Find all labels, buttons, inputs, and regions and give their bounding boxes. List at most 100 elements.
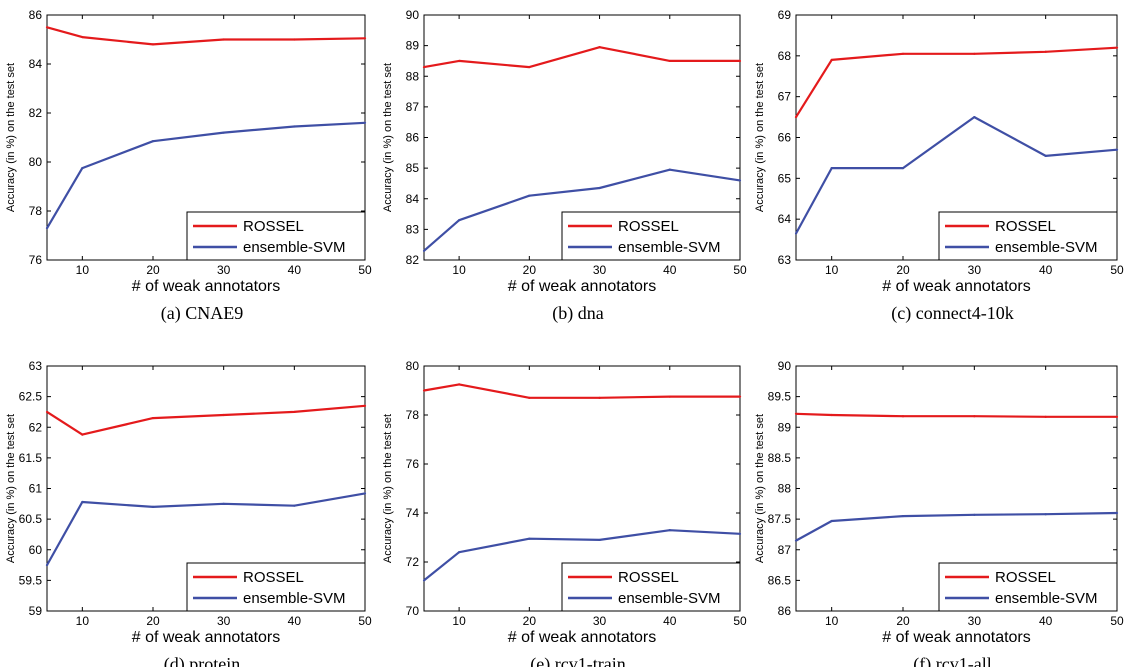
rossel-point [293, 410, 296, 414]
legend-label: ROSSEL [243, 218, 304, 235]
rossel-point [830, 413, 833, 417]
y-tick-label: 68 [778, 49, 792, 63]
y-axis-label: Accuracy (in %) on the test set [754, 414, 766, 563]
x-tick-label: 30 [968, 614, 982, 628]
ensemble-svm-point [528, 194, 531, 197]
legend-box [938, 211, 1118, 261]
chart-panel-5: 86 86.5 87 87.5 88 88.5 89 89.5 90 10 20 30 40 50 # of… [754, 359, 1124, 667]
ensemble-svm-point [293, 125, 296, 128]
y-tick-label: 89 [778, 420, 792, 434]
ensemble-svm-point [458, 219, 461, 222]
rossel-point [363, 404, 367, 407]
subfigure-caption: (f) rcv1-all [913, 654, 991, 667]
y-tick-label: 89 [406, 39, 420, 53]
y-axis-label: Accuracy (in %) on the test set [5, 414, 17, 563]
rossel-point [598, 396, 601, 399]
y-tick-label: 86 [406, 131, 420, 145]
rossel-point [45, 26, 49, 29]
x-axis-label: # of weak annotators [132, 629, 281, 646]
ensemble-svm-point [901, 167, 905, 170]
rossel-series-line [423, 46, 740, 69]
ensemble-svm-point [81, 500, 84, 504]
y-tick-label: 86.5 [768, 573, 792, 587]
y-tick-label: 83 [406, 222, 420, 236]
rossel-point [1115, 415, 1119, 418]
rossel-point [668, 395, 671, 398]
x-tick-label: 50 [1110, 614, 1124, 628]
ensemble-svm-point [293, 504, 296, 507]
x-tick-label: 40 [288, 614, 302, 628]
y-tick-label: 88 [406, 69, 420, 83]
ensemble-svm-point [222, 502, 225, 505]
rossel-point [81, 35, 84, 39]
y-tick-label: 59.5 [19, 573, 43, 587]
x-tick-label: 10 [452, 263, 466, 277]
legend-box [561, 562, 741, 612]
legend-label: ROSSEL [618, 569, 679, 586]
legend-label: ensemble-SVM [995, 239, 1098, 256]
ensemble-svm-point [81, 167, 84, 170]
legend-label: ensemble-SVM [618, 590, 721, 607]
y-tick-label: 90 [778, 359, 792, 373]
legend-box [561, 211, 741, 261]
x-tick-label: 40 [1039, 263, 1053, 277]
y-tick-label: 66 [778, 131, 792, 145]
rossel-point [458, 59, 461, 63]
x-tick-label: 20 [523, 263, 537, 277]
rossel-point [422, 389, 426, 392]
chart-panel-2: 63 64 65 66 67 68 69 10 20 30 40 50 # of weak annota… [754, 8, 1124, 324]
subfigure-caption: (c) connect4-10k [891, 303, 1013, 324]
x-tick-label: 30 [593, 614, 607, 628]
y-tick-label: 76 [29, 253, 43, 267]
ensemble-svm-point [973, 513, 976, 516]
ensemble-svm-point [1044, 513, 1047, 516]
chart-panel-4: 70 72 74 76 78 80 10 20 30 40 50 # of weak annotato… [382, 359, 747, 667]
ensemble-svm-point [598, 186, 601, 190]
legend-label: ensemble-SVM [995, 590, 1098, 607]
ensemble-svm-point [151, 140, 155, 143]
chart-panel-1: 82 83 84 85 86 87 88 89 90 10 20 30 40 50 # of weak an… [382, 8, 747, 324]
legend-label: ROSSEL [995, 218, 1056, 235]
rossel-series-line [46, 26, 366, 46]
ensemble-svm-point [738, 179, 742, 182]
x-tick-label: 30 [217, 263, 231, 277]
rossel-point [738, 59, 742, 63]
ensemble-svm-series-line [795, 115, 1118, 235]
y-tick-label: 84 [29, 57, 43, 71]
y-tick-label: 86 [778, 604, 792, 618]
rossel-point [458, 383, 461, 386]
x-tick-label: 10 [825, 263, 839, 277]
x-tick-label: 40 [288, 263, 302, 277]
x-tick-label: 50 [358, 614, 372, 628]
x-tick-label: 20 [146, 614, 160, 628]
x-tick-label: 50 [733, 614, 747, 628]
y-tick-label: 70 [406, 604, 420, 618]
rossel-point [363, 37, 367, 40]
y-tick-label: 61.5 [19, 451, 43, 465]
y-tick-label: 62.5 [19, 390, 43, 404]
rossel-point [973, 415, 976, 418]
y-axis-label: Accuracy (in %) on the test set [5, 63, 17, 212]
ensemble-svm-point [668, 529, 671, 532]
y-axis-label: Accuracy (in %) on the test set [754, 63, 766, 212]
subfigure-caption: (b) dna [552, 303, 603, 324]
legend-box [186, 211, 366, 261]
ensemble-svm-point [45, 563, 49, 567]
x-tick-label: 50 [1110, 263, 1124, 277]
y-tick-label: 86 [29, 8, 43, 22]
rossel-point [222, 38, 225, 41]
x-axis-label: # of weak annotators [882, 278, 1031, 295]
x-tick-label: 40 [1039, 614, 1053, 628]
legend-label: ensemble-SVM [243, 590, 346, 607]
rossel-point [794, 412, 798, 415]
x-axis-label: # of weak annotators [508, 629, 657, 646]
rossel-point [151, 416, 155, 420]
rossel-series-line [423, 383, 740, 399]
ensemble-svm-point [738, 532, 742, 535]
ensemble-svm-point [151, 505, 155, 508]
x-tick-label: 30 [217, 614, 231, 628]
legend-label: ensemble-SVM [618, 239, 721, 256]
rossel-point [901, 415, 905, 418]
ensemble-svm-point [422, 579, 426, 582]
y-tick-label: 90 [406, 8, 420, 22]
